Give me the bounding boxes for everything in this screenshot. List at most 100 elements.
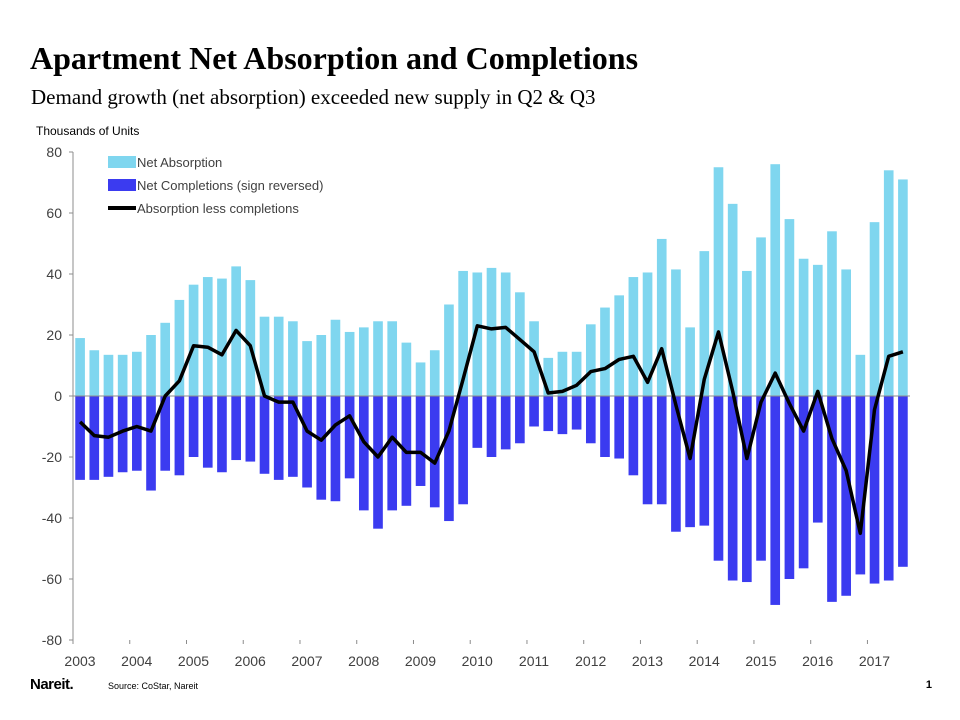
net-completions-bar bbox=[869, 396, 880, 584]
net-absorption-bar bbox=[458, 270, 468, 396]
net-absorption-bar bbox=[288, 321, 298, 396]
absorption-less-completions-series-line bbox=[78, 324, 904, 536]
net-absorption-bar bbox=[571, 351, 582, 396]
net-completions-bar bbox=[288, 396, 298, 477]
net-absorption-bar bbox=[429, 350, 440, 396]
net-completions-bar bbox=[742, 396, 752, 583]
x-tick-label: 2014 bbox=[689, 653, 720, 669]
net-completions-bar bbox=[727, 396, 738, 581]
net-absorption-bar bbox=[869, 222, 880, 396]
net-completions-bar bbox=[132, 396, 142, 471]
net-completions-bar bbox=[855, 396, 866, 575]
net-absorption-bar bbox=[146, 335, 156, 396]
net-absorption-bar bbox=[302, 341, 312, 396]
net-absorption-bar bbox=[557, 351, 568, 396]
net-completions-bar bbox=[358, 396, 369, 511]
net-completions-bars bbox=[75, 396, 908, 605]
net-completions-bar bbox=[89, 396, 100, 480]
net-absorption-bar bbox=[472, 272, 483, 396]
net-absorption-bar bbox=[798, 258, 809, 396]
x-tick-label: 2009 bbox=[405, 653, 436, 669]
net-absorption-bar bbox=[543, 357, 554, 396]
net-completions-bar bbox=[75, 396, 85, 480]
x-tick-label: 2011 bbox=[519, 653, 549, 669]
x-tick-label: 2010 bbox=[462, 653, 493, 669]
net-absorption-bar bbox=[855, 354, 866, 396]
net-completions-bar bbox=[557, 396, 568, 435]
net-absorption-bar bbox=[841, 269, 851, 396]
net-completions-bar bbox=[373, 396, 383, 529]
net-completions-bar bbox=[628, 396, 639, 476]
x-tick-label: 2005 bbox=[178, 653, 209, 669]
net-absorption-bar bbox=[75, 338, 85, 396]
net-completions-bar bbox=[883, 396, 894, 581]
net-absorption-bar bbox=[585, 324, 596, 396]
net-completions-bar bbox=[770, 396, 781, 605]
net-absorption-bar bbox=[827, 231, 837, 396]
net-completions-bar bbox=[316, 396, 327, 500]
net-completions-bar bbox=[486, 396, 497, 457]
net-completions-bar bbox=[699, 396, 710, 526]
net-absorption-bar bbox=[642, 272, 653, 396]
net-absorption-bar bbox=[160, 322, 171, 396]
net-absorption-bar bbox=[883, 170, 894, 396]
net-absorption-bar bbox=[259, 316, 270, 396]
source-note: Source: CoStar, Nareit bbox=[108, 681, 199, 691]
x-tick-label: 2008 bbox=[348, 653, 379, 669]
x-tick-label: 2013 bbox=[632, 653, 663, 669]
net-absorption-bar bbox=[344, 331, 355, 396]
net-absorption-bar bbox=[784, 219, 795, 396]
net-completions-bar bbox=[217, 396, 227, 473]
legend-absorption-less-completions-label: Absorption less completions bbox=[137, 201, 299, 216]
net-completions-bar bbox=[387, 396, 398, 511]
net-completions-bar bbox=[671, 396, 681, 532]
net-absorption-bar bbox=[373, 321, 383, 396]
net-completions-bar bbox=[656, 396, 667, 505]
x-tick-label: 2004 bbox=[121, 653, 152, 669]
nareit-logo: Nareit. bbox=[30, 676, 74, 693]
y-tick-label: -20 bbox=[42, 449, 62, 465]
net-completions-bar bbox=[259, 396, 270, 474]
x-tick-label: 2007 bbox=[291, 653, 322, 669]
net-absorption-bar bbox=[117, 354, 128, 396]
net-completions-bar bbox=[756, 396, 766, 561]
net-completions-bar bbox=[515, 396, 525, 444]
net-absorption-bar bbox=[699, 251, 710, 396]
net-absorption-bar bbox=[358, 327, 369, 396]
net-completions-bar bbox=[500, 396, 511, 450]
net-absorption-bar bbox=[486, 267, 497, 396]
net-completions-bar bbox=[245, 396, 256, 462]
net-completions-bar bbox=[642, 396, 653, 505]
net-absorption-bar bbox=[401, 342, 412, 396]
net-absorption-bar bbox=[245, 280, 256, 396]
net-completions-bar bbox=[160, 396, 171, 471]
net-absorption-bar bbox=[387, 321, 398, 396]
net-absorption-bar bbox=[132, 351, 142, 396]
net-absorption-bar bbox=[898, 179, 908, 396]
net-completions-bar bbox=[472, 396, 483, 448]
net-completions-bar bbox=[146, 396, 156, 491]
net-absorption-bar bbox=[202, 277, 213, 396]
net-absorption-bar bbox=[188, 284, 199, 396]
x-tick-label: 2015 bbox=[745, 653, 776, 669]
net-completions-bar bbox=[344, 396, 355, 479]
net-absorption-bar bbox=[217, 278, 227, 396]
net-absorption-bar bbox=[415, 362, 426, 396]
net-absorption-bar bbox=[174, 299, 185, 396]
net-completions-bar bbox=[415, 396, 426, 486]
chart-legend: Net Absorption Net Completions (sign reve… bbox=[108, 155, 323, 216]
net-completions-bar bbox=[784, 396, 795, 579]
net-completions-bar bbox=[827, 396, 837, 602]
net-absorption-bar bbox=[103, 354, 114, 396]
y-axis-label: Thousands of Units bbox=[36, 124, 139, 138]
y-tick-label: 20 bbox=[46, 327, 62, 343]
net-absorption-bar bbox=[500, 272, 511, 396]
net-absorption-bar bbox=[770, 164, 781, 396]
x-tick-label: 2006 bbox=[235, 653, 266, 669]
x-tick-label: 2012 bbox=[575, 653, 606, 669]
net-absorption-bar bbox=[273, 316, 284, 396]
net-completions-bar bbox=[174, 396, 185, 476]
net-completions-bar bbox=[458, 396, 468, 505]
net-completions-bar bbox=[685, 396, 695, 528]
